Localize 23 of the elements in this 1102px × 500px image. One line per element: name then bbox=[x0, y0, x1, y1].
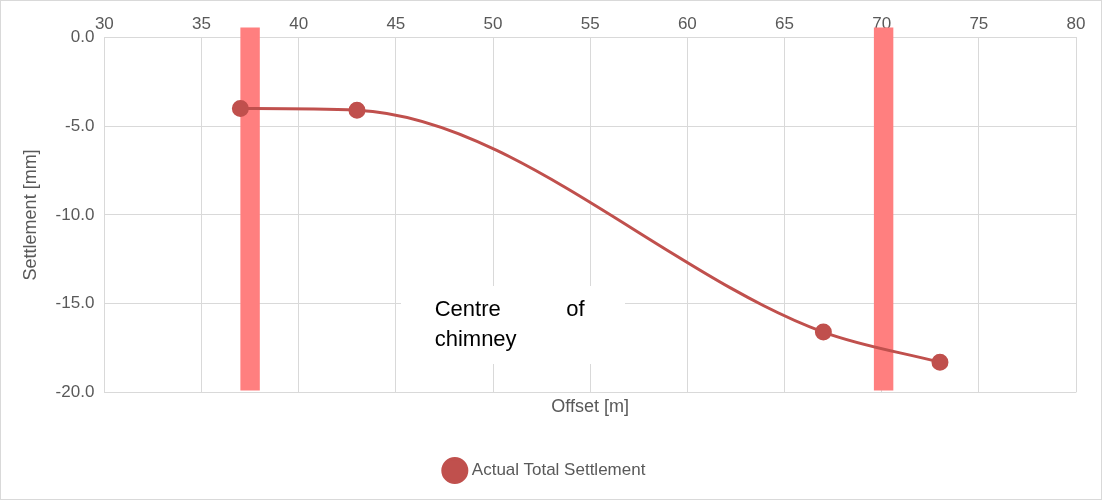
legend-label: Actual Total Settlement bbox=[471, 460, 646, 480]
x-tick-label: 45 bbox=[386, 13, 406, 33]
text-box: Centre of chimney bbox=[400, 285, 625, 364]
x-axis-title: Offset [m] bbox=[551, 396, 630, 417]
x-tick-label: 55 bbox=[580, 13, 600, 33]
y-tick-label: -10.0 bbox=[55, 204, 95, 224]
y-axis-title: Settlement [mm] bbox=[19, 149, 40, 281]
point bbox=[814, 323, 832, 341]
y-tick-label: -15.0 bbox=[55, 293, 95, 313]
x-tick-label: 30 bbox=[94, 13, 114, 33]
x-tick-label: 65 bbox=[775, 13, 794, 33]
point bbox=[348, 101, 366, 119]
x-tick-label: 80 bbox=[1066, 13, 1086, 33]
y-tick-label: 0.0 bbox=[70, 27, 95, 47]
point bbox=[931, 353, 949, 371]
y-tick-label: -5.0 bbox=[65, 115, 95, 135]
x-tick-label: 50 bbox=[483, 13, 503, 33]
point bbox=[231, 99, 249, 117]
x-tick-label: 40 bbox=[289, 13, 309, 33]
y-tick-label: -20.0 bbox=[55, 382, 95, 402]
x-tick-label: 60 bbox=[677, 13, 697, 33]
x-tick-label: 35 bbox=[192, 13, 211, 33]
x-tick-label: 75 bbox=[969, 13, 989, 33]
